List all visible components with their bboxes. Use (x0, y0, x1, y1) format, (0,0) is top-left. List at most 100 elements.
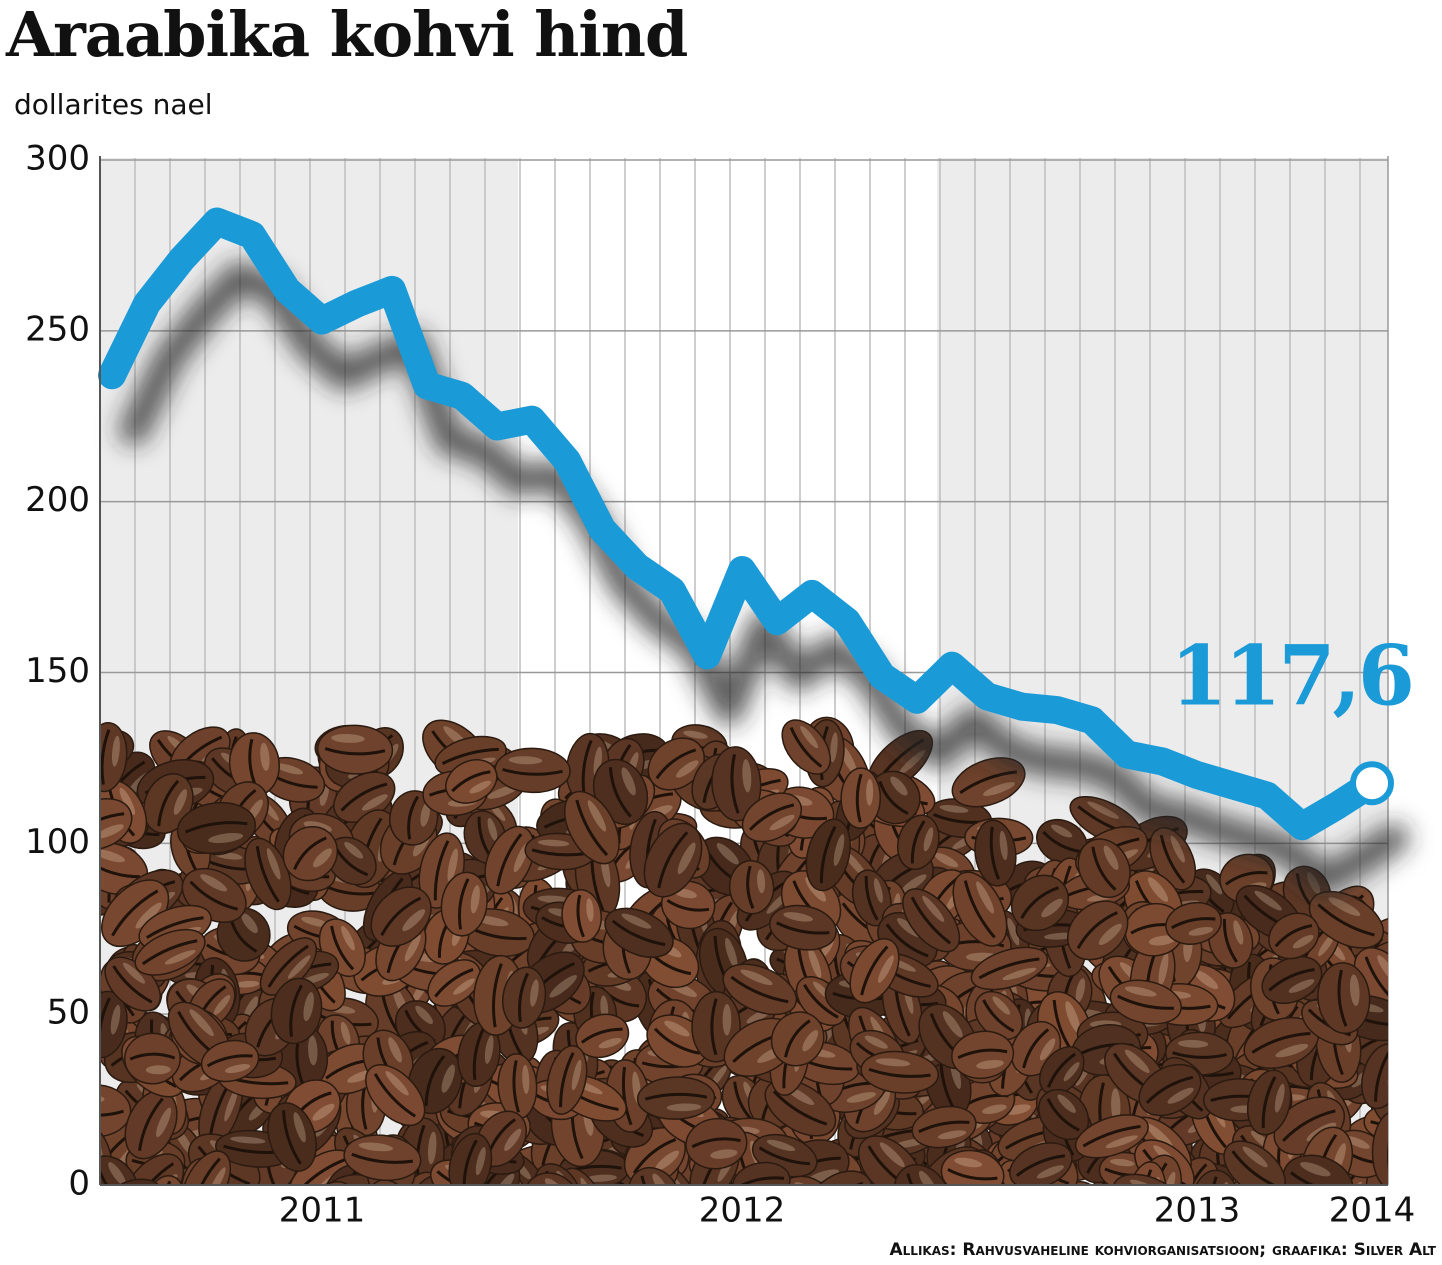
bean-body (1138, 1063, 1202, 1117)
bean-crease (351, 1152, 414, 1164)
bean-crease (819, 825, 837, 884)
bean-shine (358, 1142, 394, 1152)
bean-crease (996, 1197, 1057, 1223)
bean-shine (135, 902, 162, 929)
bean-shine (623, 1203, 649, 1223)
bean-crease (575, 799, 609, 857)
bean-shine (173, 789, 188, 815)
bean (282, 825, 339, 882)
bean-shine (419, 1187, 438, 1219)
bean-crease (963, 880, 996, 939)
bean-crease (608, 767, 632, 818)
bean-crease (191, 1157, 221, 1185)
bean-body (592, 1178, 662, 1241)
bean-body (445, 759, 498, 804)
bean-shine (982, 1104, 1007, 1114)
bean (267, 1102, 317, 1172)
bean-body (643, 822, 703, 898)
bean-shine (266, 848, 281, 880)
bean-body (804, 1170, 873, 1185)
bean (840, 767, 882, 829)
bean-shine (1081, 1195, 1098, 1226)
bean (143, 773, 194, 834)
bean (501, 966, 547, 1029)
bean-shine (923, 827, 934, 852)
bean-crease (605, 1194, 647, 1222)
bean-crease (730, 753, 740, 814)
bean (1282, 1154, 1354, 1185)
bean-shine (1148, 935, 1176, 946)
bean-shine (415, 1005, 433, 1025)
bean (732, 1161, 791, 1185)
bean (781, 719, 831, 775)
bean (365, 1064, 426, 1127)
bean-shine (833, 834, 845, 866)
bean (896, 814, 940, 871)
bean-shine (922, 895, 945, 922)
bean-crease (1282, 1109, 1336, 1142)
bean-shine (1349, 974, 1360, 1006)
bean-shine (213, 994, 231, 1015)
bean-shine (312, 1103, 335, 1121)
bean-crease (1046, 1052, 1077, 1088)
x-tick-label: 2014 (1329, 1191, 1416, 1231)
bean-crease (1317, 903, 1375, 937)
bean-crease (878, 780, 909, 815)
bean-shine (1063, 1062, 1080, 1082)
bean-body (685, 1117, 748, 1170)
bean-shine (1129, 1179, 1162, 1185)
bean-shine (469, 780, 492, 794)
y-tick-label: 0 (68, 1164, 90, 1204)
bean-shine (1167, 1087, 1194, 1104)
bean-crease (775, 921, 830, 935)
bean-crease (434, 968, 474, 998)
bean (592, 758, 649, 826)
bean-crease (947, 1168, 998, 1181)
bean-shine (224, 1087, 238, 1122)
bean-shine (1271, 1216, 1301, 1226)
bean-crease (423, 1184, 460, 1185)
bean-crease (138, 1097, 164, 1151)
bean-body (769, 904, 837, 951)
bean-crease (1170, 917, 1216, 930)
bean-crease (758, 1146, 811, 1166)
bean-crease (738, 1176, 785, 1185)
bean (1165, 901, 1222, 945)
bean-body (270, 977, 323, 1045)
bean-shine (420, 802, 430, 827)
bean-shine (430, 1191, 451, 1225)
bean-shine (287, 955, 311, 979)
bean-shine (954, 1157, 983, 1168)
bean-crease (789, 726, 823, 768)
bean-shine (1390, 1076, 1406, 1104)
bean-shine (794, 1209, 827, 1231)
bean-shine (1005, 1185, 1042, 1206)
bean-body (316, 724, 394, 775)
bean-shine (508, 756, 543, 765)
bean-shine (123, 1201, 157, 1227)
bean-body (775, 1175, 836, 1185)
x-tick-label: 2012 (699, 1191, 786, 1231)
y-tick-label: 200 (25, 480, 90, 520)
bean-crease (640, 1175, 669, 1185)
bean (564, 790, 620, 865)
bean-crease (1117, 994, 1174, 1010)
bean-shine (110, 1004, 121, 1035)
bean-body (896, 814, 940, 871)
bean (711, 746, 762, 822)
bean (244, 837, 292, 911)
bean-shine (864, 1035, 888, 1049)
bean-crease (1253, 1206, 1305, 1213)
bean-shine (1188, 927, 1214, 936)
bean (1037, 1088, 1090, 1141)
bean-crease (1020, 886, 1059, 919)
bean-crease (1146, 1162, 1168, 1185)
bean-shine (522, 1064, 530, 1095)
bean-shine (1041, 898, 1063, 918)
bean-crease (1159, 834, 1186, 884)
bean-shine (1110, 1158, 1135, 1167)
bean-shine (475, 1147, 486, 1176)
bean-shine (655, 1150, 680, 1171)
bean (775, 1175, 836, 1185)
